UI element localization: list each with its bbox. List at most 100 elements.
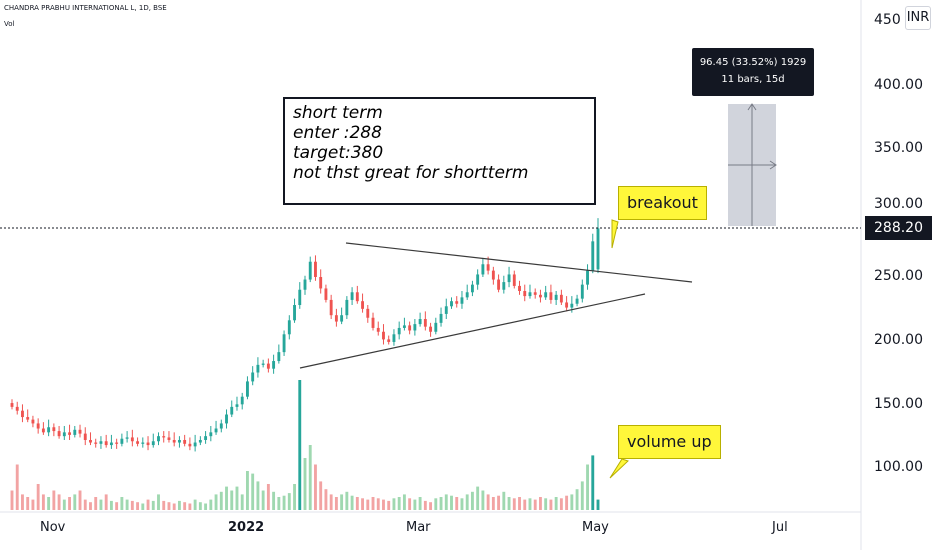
candle (586, 270, 589, 285)
volume-bar (455, 497, 459, 510)
price-label-top: 450 (874, 12, 901, 28)
candle (340, 315, 344, 322)
candle (115, 442, 119, 444)
volume-bar (507, 497, 511, 510)
candle (539, 294, 542, 298)
volume-bar (439, 497, 443, 510)
volume-bar (36, 484, 40, 510)
candle (167, 437, 171, 440)
candle (188, 443, 192, 447)
volume-bar (157, 494, 160, 510)
volume-bar (460, 498, 464, 510)
candle (125, 437, 129, 439)
candle (397, 327, 401, 335)
candle (376, 327, 380, 332)
candle (523, 291, 527, 297)
candle (62, 432, 66, 437)
volume-bar (125, 499, 129, 510)
volume-bar (549, 499, 553, 510)
candle (355, 292, 359, 302)
candle (518, 285, 521, 292)
lower-trendline[interactable] (299, 293, 646, 369)
volume-bar (21, 494, 24, 510)
candle (596, 228, 600, 270)
candle (31, 419, 35, 424)
volume-bar (539, 497, 542, 510)
candle (382, 331, 385, 340)
candle (120, 438, 124, 444)
candle (470, 284, 474, 293)
volume-bar (418, 497, 422, 510)
candle (219, 423, 223, 429)
measure-up-arrow-icon (747, 103, 757, 111)
volume-bar (355, 497, 359, 510)
candle (282, 334, 286, 353)
volume-bar (209, 499, 213, 510)
volume-bar (78, 490, 82, 510)
volume-bar (528, 498, 532, 510)
volume-bar (115, 502, 119, 510)
breakout-callout-pointer (611, 219, 619, 249)
volume-bar (225, 486, 228, 510)
candle (361, 301, 364, 309)
candle (371, 317, 375, 328)
candle (408, 325, 412, 331)
candle (68, 432, 71, 435)
candle (502, 282, 506, 290)
volume-bar (512, 498, 516, 510)
candle (580, 284, 584, 299)
volume-bar (41, 494, 45, 510)
candle (146, 442, 150, 446)
breakout-callout[interactable]: breakout (618, 186, 707, 220)
volume-bar (470, 491, 474, 510)
volume-bar (397, 497, 401, 510)
volume-bar (136, 502, 140, 510)
candle (345, 299, 349, 316)
candle (10, 403, 14, 407)
price-label: 400.00 (874, 77, 923, 93)
candle (507, 274, 511, 283)
candle (78, 429, 82, 434)
candle (104, 441, 108, 446)
candle (324, 288, 328, 300)
candle (570, 303, 574, 308)
candle (497, 279, 501, 290)
volume-bar (345, 491, 349, 510)
measure-right-arrow-icon (769, 160, 777, 170)
candle (565, 302, 569, 308)
volume-bar (293, 484, 296, 510)
candle (130, 437, 134, 442)
volume-bar (99, 499, 103, 510)
candle (15, 406, 19, 411)
volume-bar (130, 500, 134, 510)
candle (450, 301, 453, 307)
volume-bar (109, 500, 113, 510)
volume-bar (565, 495, 569, 510)
volume-bar (402, 494, 406, 510)
volume-bar (376, 498, 380, 510)
candle (549, 292, 553, 300)
candle (314, 261, 317, 277)
price-label: 250.00 (874, 268, 923, 284)
candle (366, 308, 370, 318)
volume-bar (177, 500, 181, 510)
candle (136, 441, 140, 444)
upper-trendline[interactable] (345, 242, 693, 283)
volume-bar (162, 500, 166, 510)
currency-button[interactable]: INR (905, 6, 931, 30)
volume-bar (57, 494, 61, 510)
text-note[interactable]: short term enter :288 target:380 not ths… (283, 97, 596, 205)
volume-bar (329, 494, 333, 510)
volume-bar (586, 464, 589, 510)
measure-tooltip: 96.45 (33.52%) 1929 11 bars, 15d (692, 48, 814, 96)
candle (52, 427, 56, 432)
volume-bar (518, 497, 521, 510)
candle (544, 292, 548, 298)
symbol-title: CHANDRA PRABHU INTERNATIONAL L, 1D, BSE (4, 4, 167, 12)
volume-bar (444, 494, 448, 510)
price-label-partial: 300.00 (874, 196, 923, 209)
volume-callout[interactable]: volume up (618, 425, 721, 459)
volume-bar (188, 503, 192, 510)
note-line: short term (293, 103, 383, 123)
